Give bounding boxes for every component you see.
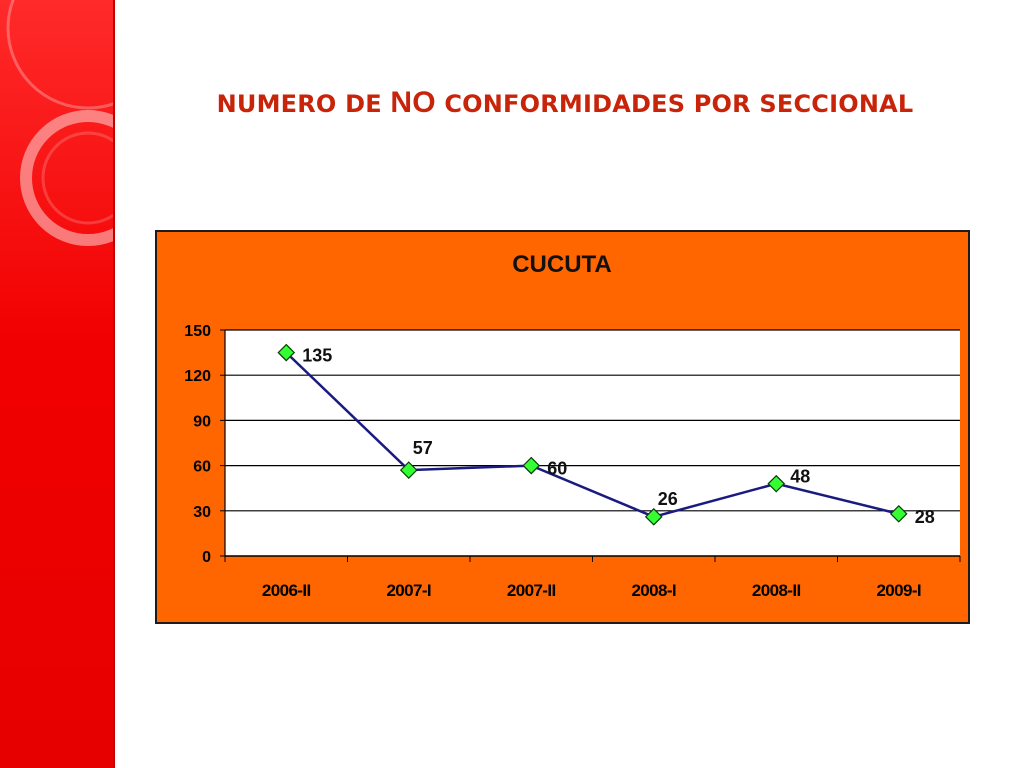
decorative-circles xyxy=(6,0,113,246)
x-tick-label: 2007-II xyxy=(507,581,556,600)
chart: CUCUTA 0 30 60 90 120 150 2006-II 2007-I 2007-II 2… xyxy=(184,251,961,600)
x-tick-label: 2008-I xyxy=(631,581,676,600)
chart-title: CUCUTA xyxy=(512,251,612,278)
data-label: 28 xyxy=(915,507,935,527)
data-label: 60 xyxy=(547,459,567,479)
x-tick-label: 2007-I xyxy=(386,581,431,600)
title-part-2: NO xyxy=(390,86,436,119)
data-label: 57 xyxy=(413,438,433,458)
title-part-3: CONFORMIDADES POR SECCIONAL xyxy=(435,90,914,118)
title-part-1: NUMERO DE xyxy=(216,90,391,118)
data-label: 48 xyxy=(790,467,810,487)
data-label: 26 xyxy=(658,489,678,509)
y-tick-label: 150 xyxy=(184,323,211,340)
data-point-marker xyxy=(644,507,663,526)
y-tick-label: 60 xyxy=(193,459,211,476)
data-point-marker xyxy=(767,474,786,493)
y-tick-label: 0 xyxy=(202,549,211,566)
x-tick-label: 2009-I xyxy=(876,581,921,600)
data-point-marker xyxy=(399,461,418,479)
y-tick-label: 120 xyxy=(184,368,211,385)
chart-panel: CUCUTA 0 30 60 90 120 150 2006-II 2007-I 2007-II 2… xyxy=(155,230,970,624)
data-label: 135 xyxy=(302,346,332,366)
series-line xyxy=(285,351,900,519)
plot-area xyxy=(225,330,960,556)
y-tick-label: 90 xyxy=(193,413,211,430)
decorative-side-band xyxy=(0,0,115,768)
x-tick-label: 2006-II xyxy=(262,581,311,600)
slide-title: NUMERO DE NO CONFORMIDADES POR SECCIONAL xyxy=(150,86,980,120)
data-point-marker xyxy=(277,343,296,362)
y-tick-label: 30 xyxy=(193,504,211,521)
x-tick-label: 2008-II xyxy=(752,581,801,600)
data-point-marker xyxy=(522,456,541,475)
data-point-marker xyxy=(889,504,908,523)
